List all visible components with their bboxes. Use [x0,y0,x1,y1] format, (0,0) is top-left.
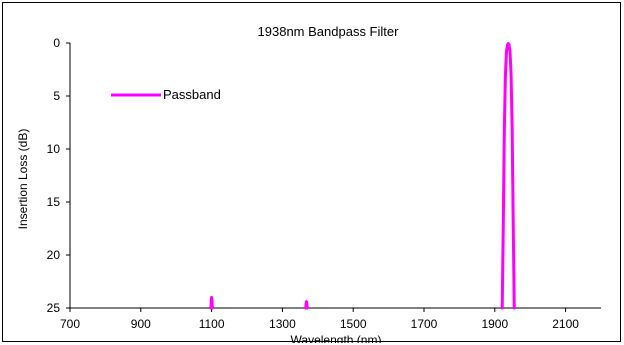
x-axis-title: Wavelength (nm) [291,333,382,343]
y-tick-label: 15 [47,195,61,209]
y-tick-label: 10 [47,142,61,156]
y-tick-label: 0 [53,36,60,50]
x-tick-label: 1100 [199,317,225,331]
x-axis: 700 900 1100 1300 1500 1700 1900 2100 [60,307,601,331]
y-tick-label: 5 [53,89,60,103]
y-axis: 0 5 10 15 20 25 [47,36,71,315]
y-axis-title: Insertion Loss (dB) [16,129,30,230]
y-tick-label: 20 [47,248,61,262]
x-tick-label: 2100 [552,317,579,331]
y-tick-label: 25 [47,301,61,315]
series-passband [209,42,516,310]
series-line-segment [304,300,309,310]
x-tick-label: 900 [131,317,151,331]
series-line-segment [209,295,214,310]
legend-label-passband: Passband [163,87,221,102]
x-tick-label: 1500 [340,317,367,331]
legend: Passband [99,75,259,113]
x-tick-label: 1300 [269,317,296,331]
series-line-segment [500,42,516,310]
x-tick-label: 1700 [411,317,438,331]
chart-title: 1938nm Bandpass Filter [258,24,400,39]
chart-svg: 1938nm Bandpass Filter 0 5 10 15 20 25 700 900… [16,24,601,343]
x-tick-label: 700 [60,317,80,331]
x-tick-label: 1900 [481,317,508,331]
